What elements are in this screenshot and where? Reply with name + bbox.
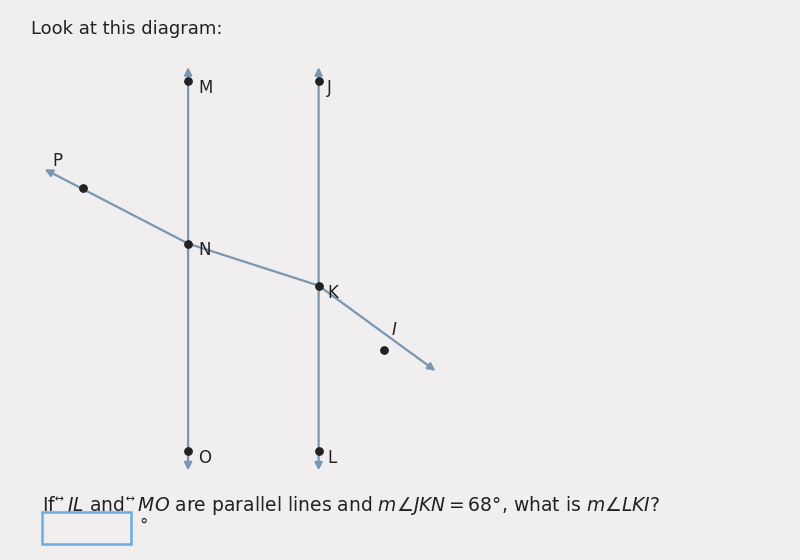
Point [312, 281, 325, 290]
Point [77, 183, 90, 192]
Text: Look at this diagram:: Look at this diagram: [30, 20, 222, 38]
Text: °: ° [140, 516, 148, 535]
Text: P: P [52, 152, 62, 170]
Point [182, 77, 194, 86]
Text: If $\overleftrightarrow{JL}$ and $\overleftrightarrow{MO}$ are parallel lines an: If $\overleftrightarrow{JL}$ and $\overl… [42, 494, 660, 517]
Point [182, 446, 194, 455]
Point [312, 446, 325, 455]
Point [312, 77, 325, 86]
Text: L: L [327, 449, 336, 466]
FancyBboxPatch shape [42, 512, 130, 544]
Text: O: O [198, 449, 211, 466]
Text: I: I [391, 321, 397, 339]
Text: N: N [198, 241, 210, 259]
Text: M: M [198, 79, 213, 97]
Point [182, 239, 194, 248]
Text: K: K [327, 284, 338, 302]
Text: J: J [327, 79, 332, 97]
Point [378, 346, 390, 354]
